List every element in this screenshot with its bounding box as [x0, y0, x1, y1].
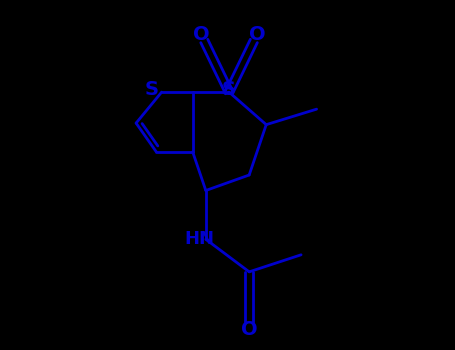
Text: O: O: [193, 25, 209, 43]
Text: O: O: [241, 321, 258, 340]
Text: HN: HN: [185, 230, 215, 248]
Text: S: S: [145, 79, 159, 98]
Text: O: O: [248, 25, 265, 43]
Text: S: S: [222, 79, 236, 98]
